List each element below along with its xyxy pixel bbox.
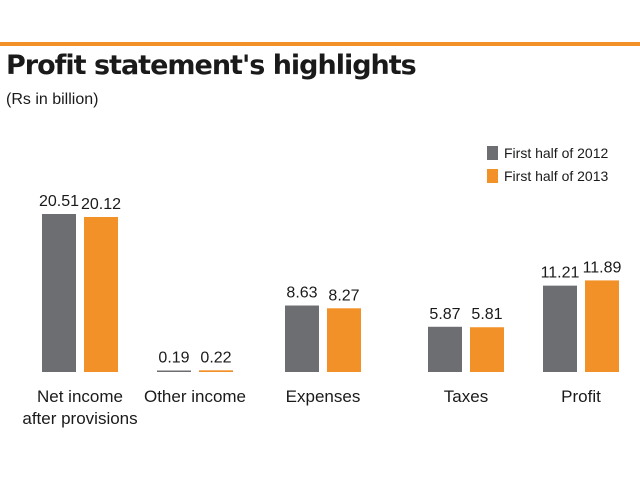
legend-swatch-2012 [487, 146, 498, 160]
top-accent-rule [0, 42, 640, 46]
category-label-other-income: Other income [144, 387, 246, 406]
data-label-expenses-2012: 8.63 [286, 285, 317, 302]
category-label-profit: Profit [561, 387, 601, 406]
category-label-net-income-line-1: Net income [37, 387, 123, 406]
category-label-expenses: Expenses [286, 387, 361, 406]
data-label-net-income-2013: 20.12 [81, 196, 121, 213]
data-label-net-income-2012: 20.51 [39, 193, 79, 210]
legend-label-2013: First half of 2013 [504, 168, 609, 184]
data-label-profit-2012: 11.21 [541, 265, 580, 282]
legend-label-2012: First half of 2012 [504, 145, 609, 161]
bar-taxes-2012 [428, 326, 462, 372]
bar-net-income-2012 [42, 214, 76, 372]
data-label-profit-2013: 11.89 [583, 259, 622, 276]
category-label-net-income-line-2: after provisions [22, 409, 137, 428]
legend-item-2013: First half of 2013 [487, 166, 608, 186]
data-label-expenses-2013: 8.27 [328, 287, 359, 304]
bar-taxes-2013 [470, 327, 504, 372]
bar-expenses-2012 [285, 305, 319, 372]
data-label-other-income-2013: 0.22 [200, 349, 231, 366]
legend: First half of 2012 First half of 2013 [487, 143, 608, 189]
bar-expenses-2013 [327, 308, 361, 372]
data-label-other-income-2012: 0.19 [158, 350, 189, 367]
chart-subtitle: (Rs in billion) [6, 91, 99, 108]
data-label-taxes-2013: 5.81 [471, 306, 502, 323]
bar-profit-2013 [585, 280, 619, 372]
data-label-taxes-2012: 5.87 [429, 306, 460, 323]
bar-profit-2012 [543, 285, 577, 372]
bar-other-income-2012 [157, 370, 191, 372]
category-label-taxes: Taxes [444, 387, 488, 406]
bar-other-income-2013 [199, 370, 233, 372]
bar-net-income-2013 [84, 217, 118, 372]
chart-title: Profit statement's highlights [6, 50, 417, 81]
legend-item-2012: First half of 2012 [487, 143, 608, 163]
legend-swatch-2013 [487, 169, 498, 183]
